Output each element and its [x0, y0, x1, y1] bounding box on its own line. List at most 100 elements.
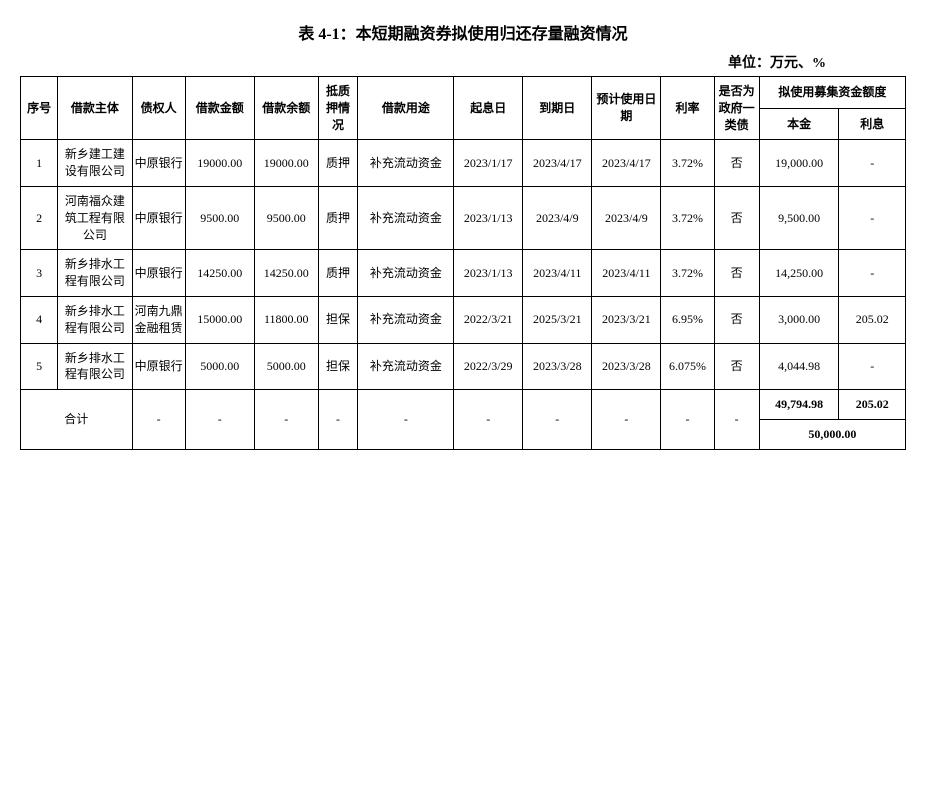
total-dash: - [661, 390, 714, 450]
cell-pledge: 担保 [318, 343, 358, 390]
cell-gov-debt: 否 [714, 343, 759, 390]
cell-gov-debt: 否 [714, 186, 759, 249]
cell-expect-date: 2023/3/28 [592, 343, 661, 390]
cell-seq: 1 [21, 140, 58, 187]
total-dash: - [318, 390, 358, 450]
table-row: 3 新乡排水工程有限公司 中原银行 14250.00 14250.00 质押 补… [21, 250, 906, 297]
cell-seq: 5 [21, 343, 58, 390]
financing-table: 序号 借款主体 债权人 借款金额 借款余额 抵质押情况 借款用途 起息日 到期日… [20, 76, 906, 450]
cell-start-date: 2022/3/21 [454, 296, 523, 343]
table-row: 2 河南福众建筑工程有限公司 中原银行 9500.00 9500.00 质押 补… [21, 186, 906, 249]
cell-loan-amount: 19000.00 [185, 140, 254, 187]
cell-interest: - [839, 140, 906, 187]
cell-gov-debt: 否 [714, 140, 759, 187]
cell-principal: 19,000.00 [759, 140, 839, 187]
cell-interest: - [839, 250, 906, 297]
header-loan-balance: 借款余额 [254, 77, 318, 140]
cell-borrower: 新乡排水工程有限公司 [58, 250, 132, 297]
cell-loan-balance: 9500.00 [254, 186, 318, 249]
cell-rate: 6.075% [661, 343, 714, 390]
header-start-date: 起息日 [454, 77, 523, 140]
cell-rate: 3.72% [661, 250, 714, 297]
header-purpose: 借款用途 [358, 77, 454, 140]
cell-purpose: 补充流动资金 [358, 343, 454, 390]
cell-pledge: 质押 [318, 250, 358, 297]
header-end-date: 到期日 [523, 77, 592, 140]
total-dash: - [592, 390, 661, 450]
total-dash: - [714, 390, 759, 450]
cell-gov-debt: 否 [714, 296, 759, 343]
cell-loan-amount: 14250.00 [185, 250, 254, 297]
cell-creditor: 中原银行 [132, 186, 185, 249]
cell-pledge: 质押 [318, 140, 358, 187]
cell-creditor: 河南九鼎金融租赁 [132, 296, 185, 343]
cell-rate: 3.72% [661, 140, 714, 187]
table-title: 表 4-1：本短期融资券拟使用归还存量融资情况 [20, 20, 906, 44]
total-dash: - [132, 390, 185, 450]
total-interest: 205.02 [839, 390, 906, 420]
total-dash: - [358, 390, 454, 450]
cell-start-date: 2023/1/17 [454, 140, 523, 187]
cell-end-date: 2023/4/17 [523, 140, 592, 187]
cell-expect-date: 2023/3/21 [592, 296, 661, 343]
unit-label: 单位：万元、% [20, 52, 906, 72]
cell-seq: 2 [21, 186, 58, 249]
cell-seq: 4 [21, 296, 58, 343]
header-pledge: 抵质押情况 [318, 77, 358, 140]
total-row-1: 合计 - - - - - - - - - - 49,794.98 205.02 [21, 390, 906, 420]
header-loan-amount: 借款金额 [185, 77, 254, 140]
cell-expect-date: 2023/4/11 [592, 250, 661, 297]
cell-gov-debt: 否 [714, 250, 759, 297]
cell-end-date: 2023/4/9 [523, 186, 592, 249]
header-row-1: 序号 借款主体 债权人 借款金额 借款余额 抵质押情况 借款用途 起息日 到期日… [21, 77, 906, 109]
grand-total: 50,000.00 [759, 419, 905, 449]
header-interest: 利息 [839, 108, 906, 140]
header-creditor: 债权人 [132, 77, 185, 140]
cell-rate: 6.95% [661, 296, 714, 343]
cell-creditor: 中原银行 [132, 250, 185, 297]
cell-purpose: 补充流动资金 [358, 296, 454, 343]
cell-principal: 3,000.00 [759, 296, 839, 343]
cell-start-date: 2023/1/13 [454, 250, 523, 297]
cell-loan-balance: 19000.00 [254, 140, 318, 187]
header-seq: 序号 [21, 77, 58, 140]
cell-creditor: 中原银行 [132, 343, 185, 390]
cell-loan-balance: 11800.00 [254, 296, 318, 343]
header-gov-debt: 是否为政府一类债 [714, 77, 759, 140]
cell-purpose: 补充流动资金 [358, 250, 454, 297]
table-row: 4 新乡排水工程有限公司 河南九鼎金融租赁 15000.00 11800.00 … [21, 296, 906, 343]
cell-interest: 205.02 [839, 296, 906, 343]
header-principal: 本金 [759, 108, 839, 140]
cell-borrower: 河南福众建筑工程有限公司 [58, 186, 132, 249]
cell-end-date: 2023/4/11 [523, 250, 592, 297]
cell-pledge: 担保 [318, 296, 358, 343]
total-dash: - [454, 390, 523, 450]
total-dash: - [523, 390, 592, 450]
cell-principal: 4,044.98 [759, 343, 839, 390]
cell-seq: 3 [21, 250, 58, 297]
cell-principal: 14,250.00 [759, 250, 839, 297]
header-expect-date: 预计使用日期 [592, 77, 661, 140]
cell-pledge: 质押 [318, 186, 358, 249]
cell-expect-date: 2023/4/17 [592, 140, 661, 187]
cell-loan-amount: 9500.00 [185, 186, 254, 249]
table-row: 5 新乡排水工程有限公司 中原银行 5000.00 5000.00 担保 补充流… [21, 343, 906, 390]
total-dash: - [254, 390, 318, 450]
total-dash: - [185, 390, 254, 450]
cell-loan-amount: 5000.00 [185, 343, 254, 390]
cell-borrower: 新乡排水工程有限公司 [58, 343, 132, 390]
cell-end-date: 2023/3/28 [523, 343, 592, 390]
cell-loan-balance: 5000.00 [254, 343, 318, 390]
cell-interest: - [839, 186, 906, 249]
cell-interest: - [839, 343, 906, 390]
cell-purpose: 补充流动资金 [358, 140, 454, 187]
header-funds: 拟使用募集资金额度 [759, 77, 905, 109]
cell-creditor: 中原银行 [132, 140, 185, 187]
cell-loan-amount: 15000.00 [185, 296, 254, 343]
cell-borrower: 新乡排水工程有限公司 [58, 296, 132, 343]
cell-loan-balance: 14250.00 [254, 250, 318, 297]
cell-end-date: 2025/3/21 [523, 296, 592, 343]
total-principal: 49,794.98 [759, 390, 839, 420]
cell-borrower: 新乡建工建设有限公司 [58, 140, 132, 187]
cell-expect-date: 2023/4/9 [592, 186, 661, 249]
